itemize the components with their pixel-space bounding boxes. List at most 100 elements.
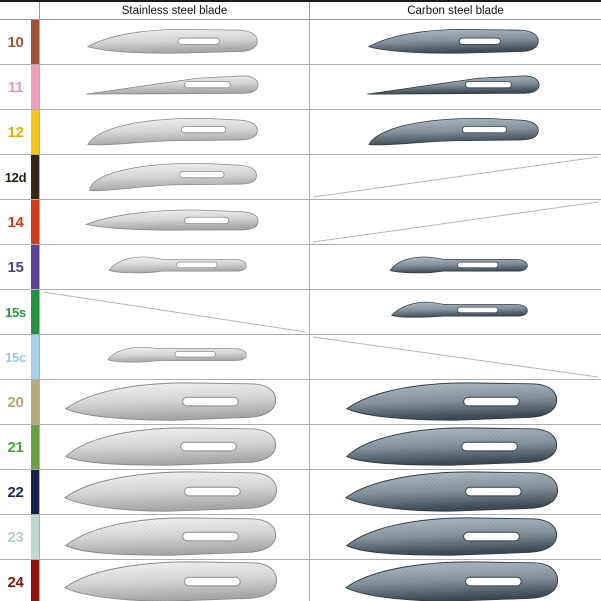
stainless-blade-illustration xyxy=(106,346,247,363)
stainless-blade-cell-21 xyxy=(40,425,310,469)
not-available-slash xyxy=(310,155,601,199)
carbon-blade-cell-15s xyxy=(310,290,601,334)
stainless-blade-cell-11 xyxy=(40,65,310,109)
blade-number-label: 22 xyxy=(7,483,24,501)
row-color-stripe xyxy=(31,110,40,154)
blade-row-12: 12 xyxy=(0,110,601,155)
row-label-cell: 15s xyxy=(0,290,31,334)
row-label-cell: 21 xyxy=(0,425,31,469)
stainless-blade-illustration xyxy=(63,471,277,512)
row-label-cell: 14 xyxy=(0,200,31,244)
row-label-cell: 23 xyxy=(0,515,31,559)
blade-row-20: 20 xyxy=(0,380,601,425)
carbon-blade-illustration xyxy=(367,118,539,146)
row-label-cell: 24 xyxy=(0,560,31,601)
not-available-slash xyxy=(310,335,601,379)
row-color-stripe xyxy=(31,290,40,334)
carbon-blade-cell-22 xyxy=(310,470,601,514)
row-label-cell: 12d xyxy=(0,155,31,199)
row-label-cell: 11 xyxy=(0,65,31,109)
blade-number-label: 24 xyxy=(7,573,24,591)
stainless-blade-cell-12d xyxy=(40,155,310,199)
stainless-blade-cell-15c xyxy=(40,335,310,379)
carbon-blade-cell-11 xyxy=(310,65,601,109)
blade-number-label: 21 xyxy=(7,438,24,456)
blade-row-21: 21 xyxy=(0,425,601,470)
blade-row-15s: 15s xyxy=(0,290,601,335)
row-color-stripe xyxy=(31,200,40,244)
carbon-blade-illustration xyxy=(345,427,557,466)
row-label-cell: 22 xyxy=(0,470,31,514)
carbon-blade-illustration xyxy=(367,28,539,54)
carbon-blade-cell-20 xyxy=(310,380,601,424)
stainless-blade-illustration xyxy=(88,163,257,192)
carbon-blade-illustration xyxy=(344,471,558,512)
carbon-blade-cell-15c xyxy=(310,335,601,379)
row-label-cell: 10 xyxy=(0,20,31,64)
stainless-blade-cell-20 xyxy=(40,380,310,424)
blade-number-label: 20 xyxy=(7,393,24,411)
blade-number-label: 15s xyxy=(5,304,26,320)
stainless-blade-illustration xyxy=(86,28,258,54)
carbon-blade-cell-21 xyxy=(310,425,601,469)
stainless-blade-illustration xyxy=(84,209,259,231)
blade-number-label: 14 xyxy=(7,213,24,231)
stainless-blade-cell-23 xyxy=(40,515,310,559)
row-color-stripe xyxy=(31,560,40,601)
carbon-blade-illustration xyxy=(345,517,557,556)
stainless-blade-cell-24 xyxy=(40,560,310,601)
row-color-stripe xyxy=(31,65,40,109)
stainless-blade-illustration xyxy=(63,561,277,601)
row-label-cell: 15c xyxy=(0,335,31,379)
blade-row-23: 23 xyxy=(0,515,601,560)
blade-number-label: 10 xyxy=(7,33,24,51)
blade-row-15: 15 xyxy=(0,245,601,290)
stainless-blade-cell-22 xyxy=(40,470,310,514)
column-header-carbon: Carbon steel blade xyxy=(407,4,504,17)
stainless-blade-illustration xyxy=(85,75,259,95)
row-color-stripe xyxy=(31,380,40,424)
blade-row-12d: 12d xyxy=(0,155,601,200)
blade-row-15c: 15c xyxy=(0,335,601,380)
row-label-cell: 15 xyxy=(0,245,31,289)
blade-row-24: 24 xyxy=(0,560,601,601)
blade-number-label: 12 xyxy=(7,123,24,141)
blade-number-label: 12d xyxy=(4,169,27,185)
header-corner xyxy=(0,2,40,19)
row-color-stripe xyxy=(31,20,40,64)
carbon-blade-cell-23 xyxy=(310,515,601,559)
blade-number-label: 15 xyxy=(7,258,24,276)
row-color-stripe xyxy=(31,245,40,289)
carbon-blade-cell-12d xyxy=(310,155,601,199)
stainless-blade-cell-14 xyxy=(40,200,310,244)
row-color-stripe xyxy=(31,425,40,469)
carbon-blade-illustration xyxy=(366,75,540,95)
row-color-stripe xyxy=(31,470,40,514)
row-color-stripe xyxy=(31,335,40,379)
carbon-blade-illustration xyxy=(390,301,528,318)
carbon-blade-cell-12 xyxy=(310,110,601,154)
table-header: Stainless steel blade Carbon steel blade xyxy=(0,2,601,20)
stainless-blade-illustration xyxy=(64,517,276,556)
blade-row-11: 11 xyxy=(0,65,601,110)
stainless-blade-illustration xyxy=(64,382,276,421)
blade-row-14: 14 xyxy=(0,200,601,245)
row-color-stripe xyxy=(31,515,40,559)
stainless-blade-cell-12 xyxy=(40,110,310,154)
carbon-blade-cell-24 xyxy=(310,560,601,601)
carbon-blade-cell-15 xyxy=(310,245,601,289)
stainless-blade-cell-15 xyxy=(40,245,310,289)
table-body: 10 11 12 12d 14 15 15s 15c 20 21 22 23 24 xyxy=(0,20,601,601)
not-available-slash xyxy=(40,290,309,334)
carbon-blade-illustration xyxy=(345,382,557,421)
stainless-blade-illustration xyxy=(108,256,247,274)
not-available-slash xyxy=(310,200,601,244)
blade-row-22: 22 xyxy=(0,470,601,515)
row-color-stripe xyxy=(31,155,40,199)
carbon-blade-illustration xyxy=(344,561,558,601)
stainless-blade-illustration xyxy=(64,427,276,466)
row-label-cell: 20 xyxy=(0,380,31,424)
blade-row-10: 10 xyxy=(0,20,601,65)
stainless-blade-cell-10 xyxy=(40,20,310,64)
